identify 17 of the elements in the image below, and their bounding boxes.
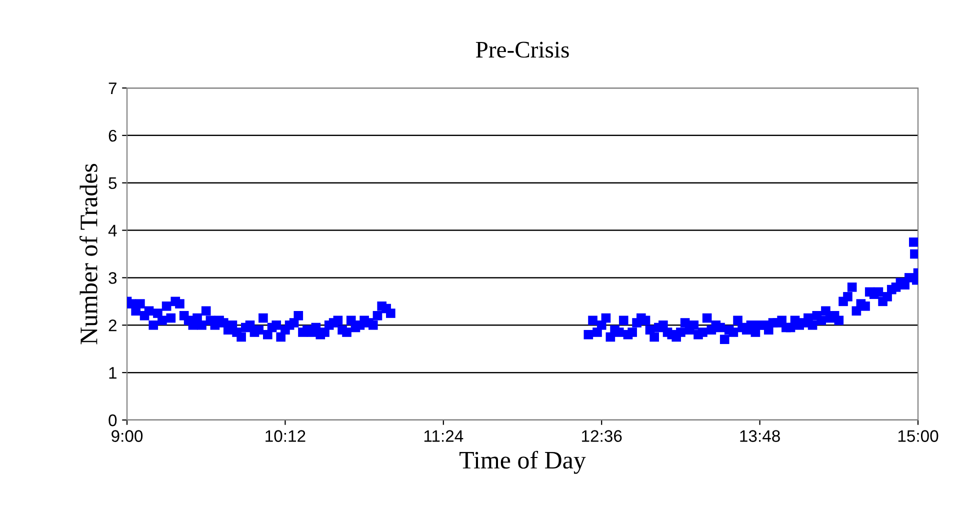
chart-title: Pre-Crisis — [476, 42, 569, 58]
x-tick-label: 10:12 — [266, 430, 306, 442]
y-tick-label: 7 — [108, 82, 116, 94]
x-tick-label: 11:24 — [424, 430, 464, 442]
x-axis-title: Time of Day — [460, 450, 586, 474]
x-tick-label: 13:48 — [740, 430, 780, 442]
x-tick-label: 15:00 — [898, 430, 938, 442]
y-tick-label: 3 — [108, 272, 117, 284]
y-tick-label: 5 — [108, 177, 117, 190]
y-tick-label: 1 — [109, 367, 116, 379]
y-axis-title: Number of Trades — [80, 164, 98, 344]
y-tick-label: 2 — [108, 320, 116, 332]
x-tick-label: 12:36 — [582, 430, 622, 442]
y-tick-label: 0 — [108, 414, 117, 426]
x-tick-label: 9:00 — [112, 430, 143, 442]
y-tick-label: 4 — [108, 224, 117, 236]
y-tick-label: 6 — [108, 130, 117, 142]
